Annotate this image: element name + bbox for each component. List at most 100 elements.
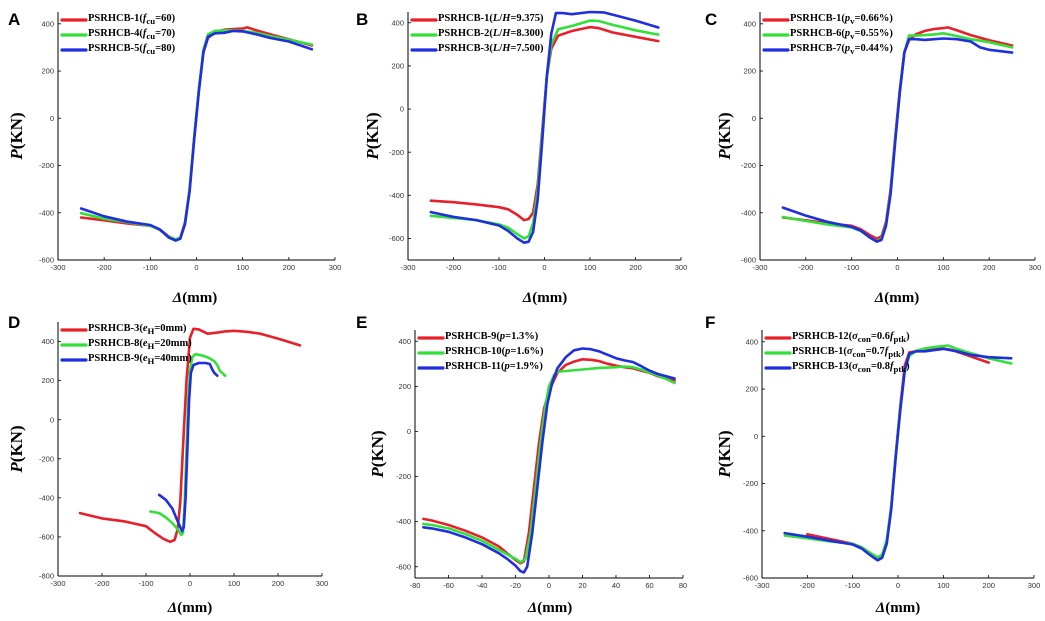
y-axis-label: P(KN) — [7, 112, 26, 160]
legend-entry-2: PSRHCB-8(eH=20mm) — [88, 338, 192, 352]
y-tick-label: -400 — [741, 208, 756, 217]
legend-label: PSRHCB-1(σcon=0.7fptk) — [792, 346, 905, 360]
series-line-2 — [781, 31, 1014, 243]
x-tick-label: 100 — [236, 263, 249, 272]
legend-label: PSRHCB-3(L/H=7.500) — [438, 43, 544, 54]
x-tick-label: 80 — [679, 581, 687, 590]
x-axis-label: Δ(mm) — [874, 290, 919, 306]
x-tick-label: -300 — [50, 263, 65, 272]
panel-D: D -800 -600 -400 -200 0 200 400 -300 -200 -100 0 100… — [7, 313, 328, 616]
legend-label: PSRHCB-2(L/H=8.300) — [438, 28, 544, 39]
y-tick-label: 0 — [407, 427, 411, 436]
x-tick-label: -100 — [143, 263, 158, 272]
x-tick-label: 0 — [895, 263, 899, 272]
x-tick-label: 60 — [645, 581, 653, 590]
x-tick-label: -100 — [138, 579, 153, 588]
legend-entry-2: PSRHCB-1(σcon=0.7fptk) — [792, 346, 905, 360]
panel-C: C -600 -400 -200 0 200 400 -300 -200 -100 0 100 200 3… — [705, 10, 1041, 306]
series-line-3 — [783, 347, 1013, 562]
y-axis-label: P(KN) — [368, 430, 387, 478]
x-tick-label: -200 — [446, 263, 461, 272]
x-tick-label: 100 — [937, 581, 950, 590]
x-axis-label: Δ(mm) — [522, 290, 567, 306]
legend-entry-3: PSRHCB-9(eH=40mm) — [88, 353, 192, 367]
series-line-1 — [806, 347, 990, 560]
legend-label: PSRHCB-9(eH=40mm) — [88, 353, 192, 367]
y-tick-label: -800 — [39, 572, 54, 581]
legend-label: PSRHCB-6(pv=0.55%) — [790, 28, 893, 42]
y-tick-label: 0 — [50, 114, 54, 123]
legend-entry-1: PSRHCB-3(eH=0mm) — [88, 323, 187, 337]
x-tick-label: -100 — [844, 263, 859, 272]
x-axis-label: Δ(mm) — [167, 600, 212, 616]
legend-label: PSRHCB-10(p=1.6%) — [445, 346, 544, 357]
panel-A: A -600 -400 -200 0 200 400 -300 -200 -100 0 100 200 3… — [7, 10, 341, 306]
x-tick-label: 200 — [983, 263, 996, 272]
series-line-1 — [78, 327, 302, 544]
legend-label: PSRHCB-1(fcu=60) — [88, 13, 176, 27]
panel-letter: C — [705, 10, 717, 29]
panel-letter: D — [8, 313, 20, 332]
x-tick-label: -300 — [400, 263, 415, 272]
x-tick-label: 200 — [283, 263, 296, 272]
y-tick-label: -200 — [389, 148, 404, 157]
legend-label: PSRHCB-9(p=1.3%) — [445, 331, 539, 342]
legend-label: PSRHCB-11(p=1.9%) — [445, 361, 543, 372]
series-line-2 — [79, 29, 314, 241]
y-tick-label: -400 — [396, 517, 411, 526]
x-tick-label: -300 — [752, 263, 767, 272]
x-tick-label: -100 — [491, 263, 506, 272]
x-tick-label: 200 — [629, 263, 642, 272]
legend-entry-1: PSRHCB-1(L/H=9.375) — [438, 13, 543, 24]
legend-label: PSRHCB-13(σcon=0.8fptk) — [792, 361, 910, 375]
series-line-3 — [422, 347, 676, 574]
y-tick-label: 400 — [41, 337, 54, 346]
x-tick-label: 100 — [228, 579, 241, 588]
x-tick-label: 300 — [329, 263, 342, 272]
y-tick-label: -600 — [39, 533, 54, 542]
y-tick-label: 0 — [50, 415, 54, 424]
y-tick-label: -600 — [389, 234, 404, 243]
y-axis-label: P(KN) — [363, 112, 382, 160]
y-tick-label: 400 — [743, 19, 756, 28]
panel-letter: E — [356, 313, 367, 332]
panel-letter: A — [8, 10, 20, 29]
y-tick-label: -600 — [741, 256, 756, 265]
legend-label: PSRHCB-5(fcu=80) — [88, 43, 176, 57]
legend-entry-2: PSRHCB-6(pv=0.55%) — [790, 28, 893, 42]
x-tick-label: 0 — [542, 263, 546, 272]
panel-F: F -600 -400 -200 0 200 400 -300 -200 -100 0 100 200 3… — [705, 313, 1040, 616]
x-tick-label: -40 — [477, 581, 488, 590]
x-tick-label: 300 — [1028, 581, 1041, 590]
y-axis-label: P(KN) — [715, 430, 734, 478]
y-tick-label: -200 — [39, 161, 54, 170]
legend-entry-2: PSRHCB-4(fcu=70) — [88, 28, 176, 42]
series-line-3 — [429, 10, 660, 244]
y-tick-label: -600 — [743, 574, 758, 583]
series-line-2 — [783, 344, 1013, 559]
legend-label: PSRHCB-8(eH=20mm) — [88, 338, 192, 352]
legend-entry-3: PSRHCB-5(fcu=80) — [88, 43, 176, 57]
x-tick-label: -200 — [94, 579, 109, 588]
x-tick-label: 200 — [272, 579, 285, 588]
x-axis-label: Δ(mm) — [875, 600, 920, 616]
legend-entry-2: PSRHCB-10(p=1.6%) — [445, 346, 544, 357]
y-tick-label: 400 — [41, 19, 54, 28]
legend-entry-1: PSRHCB-1(fcu=60) — [88, 13, 176, 27]
y-axis-label: P(KN) — [715, 112, 734, 160]
legend-label: PSRHCB-4(fcu=70) — [88, 28, 176, 42]
x-tick-label: -200 — [798, 263, 813, 272]
x-tick-label: 40 — [612, 581, 620, 590]
legend-entry-1: PSRHCB-1(pv=0.66%) — [790, 13, 893, 26]
y-tick-label: -400 — [39, 208, 54, 217]
legend-entry-3: PSRHCB-11(p=1.9%) — [445, 361, 543, 372]
x-tick-label: 300 — [1029, 263, 1042, 272]
x-tick-label: -80 — [410, 581, 421, 590]
y-tick-label: 200 — [743, 67, 756, 76]
x-tick-label: -20 — [510, 581, 521, 590]
x-tick-label: 0 — [194, 263, 198, 272]
legend-label: PSRHCB-3(eH=0mm) — [88, 323, 187, 337]
y-axis-label: P(KN) — [7, 425, 26, 473]
